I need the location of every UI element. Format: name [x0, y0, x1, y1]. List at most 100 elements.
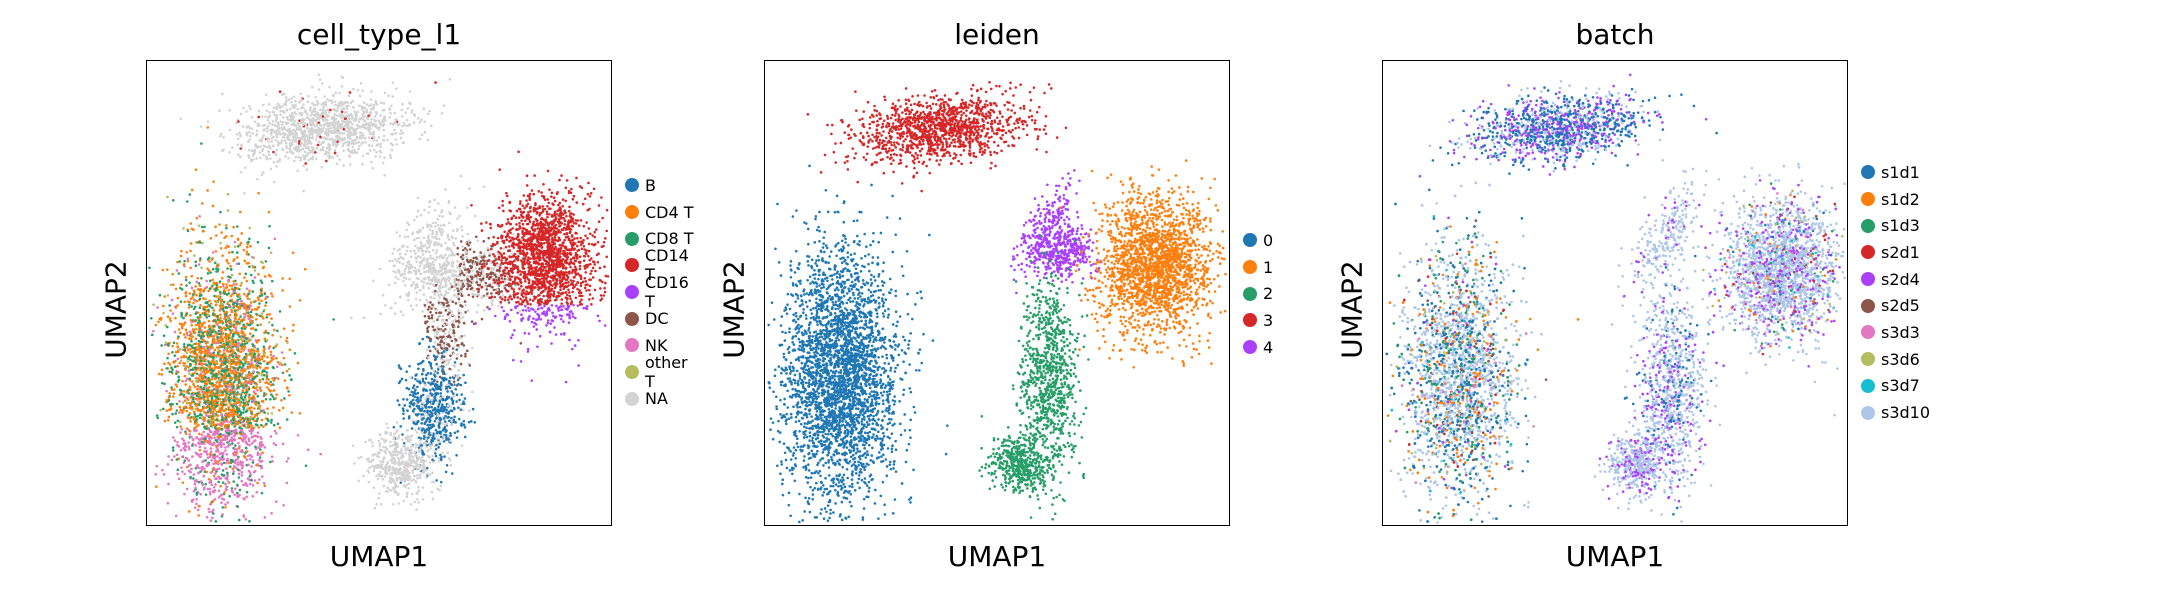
legend: s1d1 s1d2 s1d3 s2d1 s2d4 s2d5 s3d3 s3d6 s3d7 s3d1…	[1861, 159, 1930, 426]
legend-label: s1d2	[1881, 190, 1920, 209]
point-cluster	[351, 422, 453, 511]
legend-label: s2d1	[1881, 243, 1920, 262]
legend-label: s2d5	[1881, 296, 1920, 315]
point-cluster	[1059, 159, 1227, 369]
legend-item: DC	[625, 305, 700, 332]
y-axis-label: UMAP2	[718, 250, 751, 370]
legend-label: CD8 T	[645, 229, 694, 248]
legend-marker	[1861, 272, 1875, 287]
legend-item: CD8 T	[625, 225, 700, 252]
point-cluster	[179, 73, 452, 195]
x-axis-label: UMAP1	[1382, 540, 1848, 573]
legend-marker	[1243, 260, 1257, 275]
point-cluster	[1020, 193, 1103, 284]
legend-item: 1	[1243, 254, 1273, 281]
legend-label: other T	[645, 353, 700, 391]
point-cluster	[392, 332, 477, 484]
legend-item: s2d5	[1861, 292, 1930, 319]
point-cluster	[980, 234, 1090, 521]
legend-marker	[1861, 352, 1875, 367]
legend-item: CD4 T	[625, 199, 700, 226]
umap-panel-batch: batch UMAP2 UMAP1 s1d1 s1d2 s1d3 s2d1 s2d4 s2…	[1236, 0, 1936, 600]
legend-label: 3	[1263, 311, 1273, 330]
point-cluster	[1593, 421, 1675, 510]
legend-item: s1d3	[1861, 212, 1930, 239]
legend-label: CD14 T	[645, 246, 700, 284]
legend-marker	[625, 231, 639, 246]
legend-item: 4	[1243, 334, 1273, 361]
legend-marker	[625, 178, 639, 193]
legend-marker	[1243, 340, 1257, 355]
point-cluster	[148, 126, 335, 523]
legend-marker	[625, 391, 639, 406]
legend-item: other T	[625, 353, 700, 391]
legend: B CD4 T CD8 T CD14 T CD16 T DC NK other T NA	[625, 172, 700, 412]
legend-item: CD14 T	[625, 246, 700, 284]
point-cluster	[806, 81, 1068, 193]
legend-item: s2d4	[1861, 266, 1930, 293]
legend-item: s3d7	[1861, 373, 1930, 400]
point-cluster	[1623, 158, 1722, 523]
legend-label: s2d4	[1881, 270, 1920, 289]
legend-marker	[1243, 233, 1257, 248]
point-cluster	[1702, 163, 1846, 417]
legend: 0 1 2 3 4	[1243, 227, 1273, 360]
legend-marker	[1861, 218, 1875, 233]
legend-label: s3d10	[1881, 403, 1930, 422]
y-axis-label: UMAP2	[1336, 250, 1369, 370]
legend-item: s3d3	[1861, 319, 1930, 346]
legend-marker	[625, 365, 639, 380]
legend-label: 2	[1263, 284, 1273, 303]
legend-marker	[1861, 298, 1875, 313]
legend-label: B	[645, 176, 656, 195]
legend-label: s3d6	[1881, 350, 1920, 369]
scatter-plot-batch	[1385, 73, 1846, 524]
umap-panel-cell-type: cell_type_l1 UMAP2 UMAP1 B CD4 T CD8 T CD14…	[0, 0, 700, 600]
legend-label: DC	[645, 309, 669, 328]
point-cluster	[767, 164, 949, 524]
legend-marker	[1861, 405, 1875, 420]
legend-item: 2	[1243, 280, 1273, 307]
legend-label: s1d1	[1881, 163, 1920, 182]
legend-label: 1	[1263, 258, 1273, 277]
plot-area	[764, 60, 1230, 526]
legend-item: CD16 T	[625, 273, 700, 311]
legend-label: CD4 T	[645, 203, 694, 222]
legend-item: s3d10	[1861, 399, 1930, 426]
legend-label: CD16 T	[645, 273, 700, 311]
legend-item: NA	[625, 386, 700, 413]
plot-area	[1382, 60, 1848, 526]
scatter-plot-leiden	[767, 81, 1227, 524]
scatter-plot-cell-type	[148, 73, 610, 523]
point-cluster	[470, 150, 610, 384]
legend-item: 0	[1243, 227, 1273, 254]
chart-title: cell_type_l1	[146, 18, 612, 51]
point-cluster	[1610, 167, 1708, 326]
legend-item: NK	[625, 332, 700, 359]
legend-label: s3d7	[1881, 376, 1920, 395]
legend-label: s1d3	[1881, 216, 1920, 235]
legend-item: B	[625, 172, 700, 199]
legend-item: s2d1	[1861, 239, 1930, 266]
legend-marker	[1861, 245, 1875, 260]
legend-marker	[1243, 313, 1257, 328]
umap-panel-leiden: leiden UMAP2 UMAP1 0 1 2 3 4	[618, 0, 1318, 600]
legend-label: s3d3	[1881, 323, 1920, 342]
legend-label: 4	[1263, 338, 1273, 357]
point-cluster	[350, 174, 486, 320]
legend-label: NK	[645, 336, 667, 355]
point-cluster	[1385, 181, 1580, 524]
legend-marker	[1861, 325, 1875, 340]
legend-marker	[625, 205, 639, 220]
legend-marker	[625, 285, 639, 300]
legend-marker	[1861, 378, 1875, 393]
legend-label: NA	[645, 389, 668, 408]
legend-marker	[1861, 192, 1875, 207]
point-cluster	[421, 277, 476, 387]
legend-item: 3	[1243, 307, 1273, 334]
legend-marker	[1861, 165, 1875, 180]
legend-item: s3d6	[1861, 346, 1930, 373]
legend-marker	[1243, 286, 1257, 301]
legend-marker	[625, 338, 639, 353]
point-cluster	[978, 423, 1062, 519]
